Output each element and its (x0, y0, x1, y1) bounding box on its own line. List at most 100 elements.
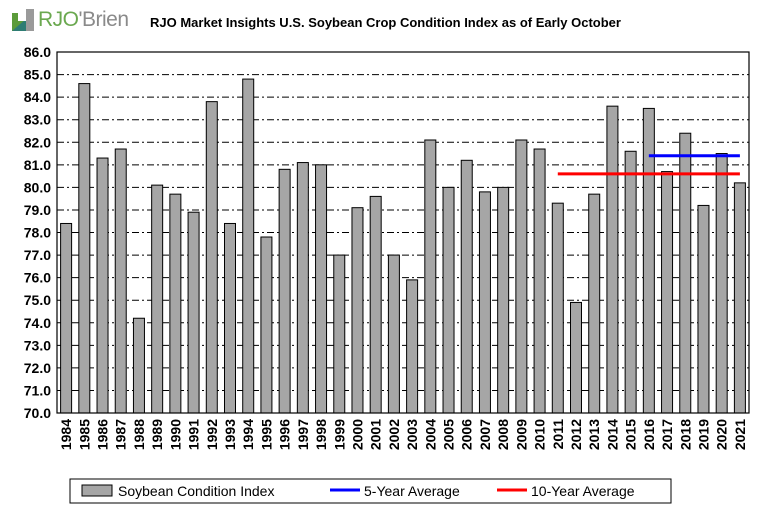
bar-1998 (315, 164, 328, 414)
x-tick-label: 1995 (258, 419, 274, 450)
bar-2003 (406, 279, 419, 414)
bar-1991 (187, 211, 200, 414)
y-tick-label: 76.0 (24, 270, 51, 286)
bar-2012 (570, 301, 582, 414)
x-tick-label: 1998 (313, 419, 329, 450)
x-tick-label: 1990 (167, 419, 183, 450)
bar-1996 (278, 168, 291, 414)
x-tick-label: 2007 (477, 419, 493, 450)
x-tick-label: 1984 (58, 419, 74, 450)
bar-1992 (205, 101, 218, 414)
rjo-square-logo-icon (12, 9, 34, 31)
x-tick-label: 1993 (222, 419, 238, 450)
bar-2006 (460, 159, 473, 414)
y-tick-label: 78.0 (24, 225, 51, 241)
x-tick-label: 2010 (532, 419, 548, 450)
x-tick-label: 2017 (659, 419, 675, 450)
bar-2019 (697, 204, 710, 414)
x-tick-label: 1997 (295, 419, 311, 450)
bar-2002 (387, 254, 400, 414)
x-tick-label: 1987 (113, 419, 129, 450)
bar-2016 (642, 107, 655, 414)
x-tick-label: 2011 (550, 419, 566, 450)
bar-2008 (497, 186, 510, 414)
x-tick-label: 2008 (495, 419, 511, 450)
y-tick-label: 77.0 (24, 247, 51, 263)
bar-2014 (606, 105, 619, 414)
x-tick-label: 2000 (349, 419, 365, 450)
x-tick-label: 1989 (149, 419, 165, 450)
plot-frame (56, 51, 750, 414)
bar-2013 (588, 193, 601, 414)
bar-2017 (661, 171, 674, 414)
x-tick-label: 2006 (459, 419, 475, 450)
y-tick-label: 74.0 (24, 315, 51, 331)
x-tick-label: 2004 (422, 419, 438, 450)
bar-1988 (132, 317, 145, 414)
chart-title: RJO Market Insights U.S. Soybean Crop Co… (150, 15, 621, 30)
x-tick-label: 1992 (204, 419, 220, 450)
legend-bar-swatch (81, 484, 113, 497)
bar-1993 (224, 222, 236, 414)
x-tick-label: 2015 (623, 419, 639, 450)
x-tick-label: 1986 (95, 419, 111, 450)
bar-1997 (296, 162, 309, 414)
x-tick-label: 1985 (76, 419, 92, 450)
x-tick-label: 2013 (586, 419, 602, 450)
y-tick-label: 73.0 (24, 337, 51, 353)
legend-label-ten-year: 10-Year Average (531, 483, 635, 499)
x-tick-label: 2002 (386, 419, 402, 450)
y-tick-label: 83.0 (24, 112, 51, 128)
x-tick-label: 2020 (714, 419, 730, 450)
y-tick-label: 79.0 (24, 202, 51, 218)
y-tick-label: 81.0 (24, 157, 51, 173)
bar-1987 (114, 148, 127, 414)
logo-text: RJO'Brien (38, 8, 129, 31)
bar-2010 (533, 148, 546, 414)
bar-2020 (715, 153, 728, 414)
y-tick-label: 84.0 (24, 89, 51, 105)
x-tick-label: 2018 (677, 419, 693, 450)
bar-1995 (260, 236, 273, 414)
x-tick-label: 2009 (513, 419, 529, 450)
y-tick-label: 85.0 (24, 67, 51, 83)
x-tick-label: 2014 (604, 419, 620, 450)
y-tick-label: 80.0 (24, 179, 51, 195)
bar-2001 (369, 195, 382, 414)
y-tick-label: 82.0 (24, 134, 51, 150)
company-logo: RJO'Brien (12, 8, 129, 32)
y-tick-label: 86.0 (24, 44, 51, 60)
x-tick-label: 2003 (404, 419, 420, 450)
x-tick-label: 1988 (131, 419, 147, 450)
legend-label-five-year: 5-Year Average (364, 483, 460, 499)
x-tick-label: 2019 (695, 419, 711, 450)
bar-1990 (169, 193, 182, 414)
bar-2015 (624, 150, 637, 414)
x-tick-label: 1991 (186, 419, 202, 450)
x-tick-label: 2005 (441, 419, 457, 450)
y-tick-label: 71.0 (24, 382, 51, 398)
bar-2000 (351, 207, 364, 414)
bar-1984 (60, 222, 73, 414)
x-tick-label: 2016 (641, 419, 657, 450)
y-tick-label: 75.0 (24, 292, 51, 308)
bar-1999 (333, 254, 346, 414)
x-tick-label: 1999 (331, 419, 347, 450)
x-tick-label: 2021 (732, 419, 748, 450)
bar-1986 (96, 157, 109, 414)
y-tick-label: 72.0 (24, 360, 51, 376)
bar-2021 (733, 182, 746, 414)
x-tick-label: 2012 (568, 419, 584, 450)
x-tick-label: 1996 (277, 419, 293, 450)
bar-2004 (424, 139, 437, 414)
bar-2007 (478, 191, 491, 414)
x-tick-label: 2001 (368, 419, 384, 450)
bar-1994 (242, 78, 255, 414)
bar-2005 (442, 186, 455, 414)
y-tick-label: 70.0 (24, 405, 51, 421)
bar-2011 (551, 202, 564, 414)
legend-label-condition-index: Soybean Condition Index (118, 483, 274, 499)
bar-1985 (78, 83, 91, 414)
bar-1989 (151, 184, 164, 414)
